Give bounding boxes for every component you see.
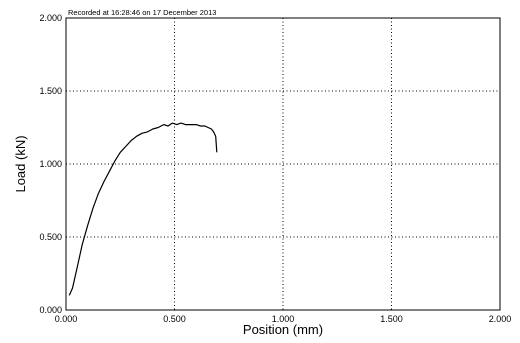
y-tick-label: 1.500 (39, 86, 62, 96)
tick-labels: 0.000 0.500 1.000 1.500 2.000 0.000 0.500 1.000… (39, 13, 511, 324)
y-tick-label: 0.000 (39, 305, 62, 315)
y-axis-title: Load (kN) (13, 135, 28, 192)
y-tick-label: 1.000 (39, 159, 62, 169)
recorded-annotation: Recorded at 16:28:46 on 17 December 2013 (68, 8, 216, 17)
x-tick-label: 2.000 (489, 314, 512, 324)
x-tick-label: 0.000 (55, 314, 78, 324)
x-tick-label: 0.500 (163, 314, 186, 324)
x-axis-title: Position (mm) (243, 322, 323, 337)
plot-frame (65, 17, 501, 311)
x-tick-label: 1.000 (272, 314, 295, 324)
y-tick-label: 2.000 (39, 13, 62, 23)
grid-lines (66, 18, 500, 310)
x-tick-label: 1.500 (380, 314, 403, 324)
y-tick-label: 0.500 (39, 232, 62, 242)
data-series (68, 122, 218, 296)
load-curve-line (68, 122, 218, 296)
